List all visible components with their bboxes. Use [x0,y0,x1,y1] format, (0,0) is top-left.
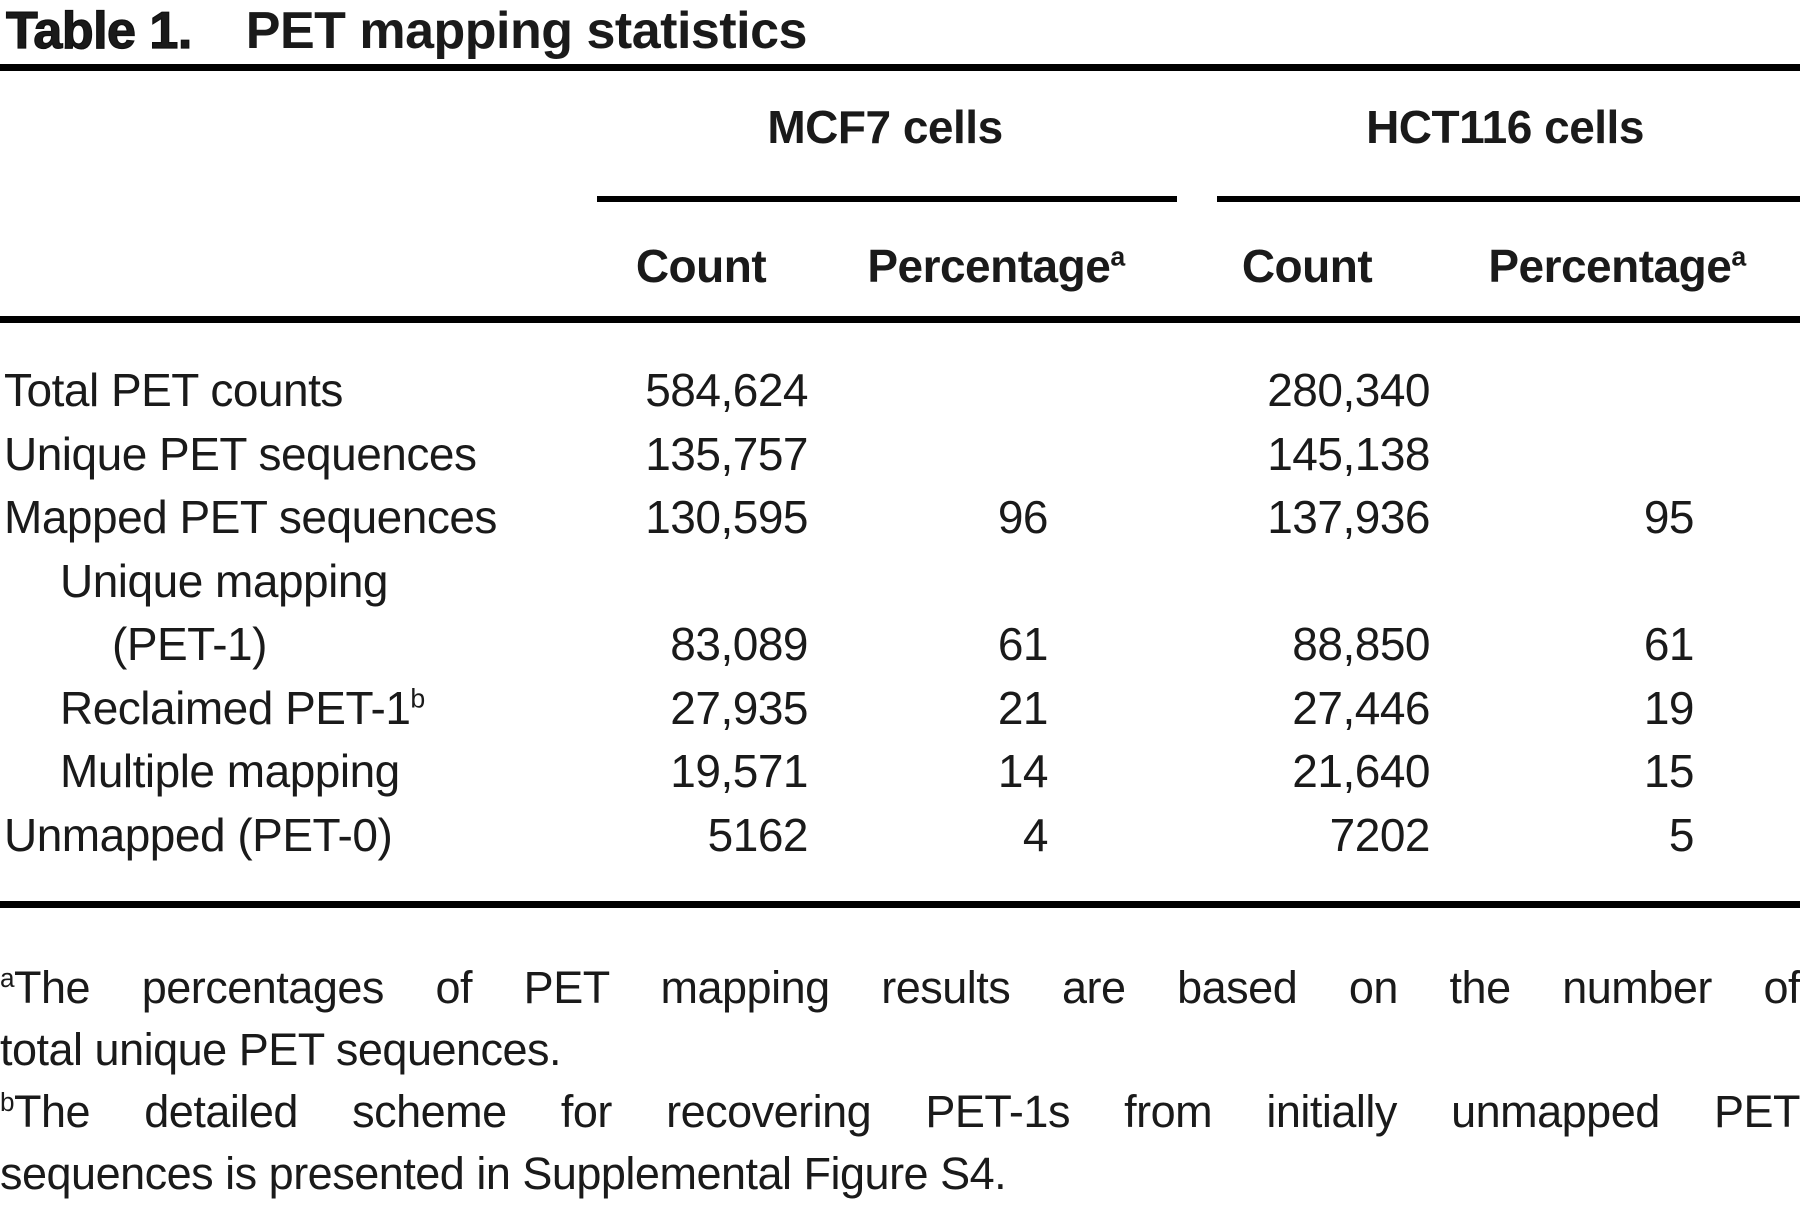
footnote-a-marker: a [0,963,15,993]
mcf7-count-cell: 19,571 [670,745,808,797]
hct116-percentage-header-sup: a [1731,241,1746,272]
mcf7-percentage-cell: 96 [997,491,1049,543]
footnote-b: bThe detailed scheme for recovering PET-… [0,1081,1800,1205]
footnote-b-line2: sequences is presented in Supplemental F… [0,1148,1007,1199]
hct116-percentage-header-text: Percentage [1488,240,1732,292]
table-row: Unique mapping [0,550,1800,614]
hct116-group-rule [1217,196,1800,202]
bottom-rule [0,901,1800,908]
table-title-text: PET mapping statistics [245,2,808,60]
footnote-a: aThe percentages of PET mapping results … [0,957,1800,1081]
hct116-percentage-cell: 95 [1643,491,1695,543]
hct116-percentage-cell [1434,550,1800,614]
footnotes: aThe percentages of PET mapping results … [0,957,1800,1205]
mcf7-count-cell: 5162 [707,808,809,861]
group-rule-spacer [0,196,590,202]
mcf7-count-cell: 27,935 [670,681,808,734]
mcf7-group-rule [597,196,1177,202]
table-number: Table 1. [5,1,193,60]
hct116-count-cell: 145,138 [1267,427,1430,480]
hct116-percentage-cell [1434,423,1800,487]
mcf7-count-cell: 130,595 [645,491,808,543]
group-header-spacer [0,101,590,153]
mcf7-percentage-cell [812,359,1180,423]
row-label: (PET-1) [112,618,267,670]
row-label: Multiple mapping [60,745,400,797]
mcf7-count-header: Count [635,240,767,292]
hct116-count-cell: 280,340 [1267,364,1430,416]
top-rule [0,64,1800,71]
column-header-spacer [0,240,590,292]
mcf7-count-cell [590,550,812,614]
group-header-hct116: HCT116 cells [1366,101,1644,153]
row-label: Total PET counts [4,364,343,416]
table-row: Mapped PET sequences 130,595 96 137,936 … [0,486,1800,550]
row-label: Reclaimed PET-1b [0,677,590,741]
mcf7-count-cell: 135,757 [645,427,808,480]
table-body: Total PET counts 584,624 280,340 Unique … [0,359,1800,867]
hct116-count-cell: 88,850 [1292,618,1430,670]
row-label: Unique mapping [60,554,389,607]
mcf7-percentage-cell: 61 [997,618,1049,670]
table-row: Total PET counts 584,624 280,340 [0,359,1800,423]
hct116-count-cell: 21,640 [1292,745,1430,797]
hct116-percentage-cell: 15 [1643,745,1695,797]
mcf7-percentage-header-text: Percentage [867,240,1111,292]
footnote-a-line1: aThe percentages of PET mapping results … [0,957,1800,1019]
hct116-percentage-cell [1434,359,1800,423]
group-header-rules [0,196,1800,202]
hct116-count-header: Count [1241,240,1373,292]
mcf7-percentage-cell: 4 [1022,808,1049,861]
footnote-b-marker: b [0,1087,15,1117]
mcf7-percentage-cell: 14 [997,745,1049,797]
mcf7-percentage-cell [812,423,1180,487]
row-label: Unique PET sequences [4,427,477,480]
mcf7-percentage-cell: 21 [997,681,1049,734]
row-label: Unmapped (PET-0) [4,808,393,861]
group-header-mcf7: MCF7 cells [767,101,1003,153]
column-group-header-row: MCF7 cells HCT116 cells [0,101,1800,153]
hct116-count-cell [1180,550,1434,614]
column-header-row: Count Percentagea Count Percentagea [0,240,1800,292]
row-label: Mapped PET sequences [4,491,497,543]
table-row: Unique PET sequences 135,757 145,138 [0,423,1800,487]
table-row: Reclaimed PET-1b 27,935 21 27,446 19 [0,677,1800,741]
mcf7-count-cell: 584,624 [645,364,808,416]
hct116-percentage-header: Percentagea [1434,240,1800,292]
row-label-text: Reclaimed PET-1 [60,681,411,734]
row-label-sup: b [410,683,425,714]
table-title: Table 1. PET mapping statistics [0,1,1800,60]
mcf7-count-cell: 83,089 [670,618,808,670]
hct116-percentage-cell: 5 [1668,808,1695,861]
hct116-count-cell: 27,446 [1292,681,1430,734]
table-row: Multiple mapping 19,571 14 21,640 15 [0,740,1800,804]
hct116-percentage-cell: 61 [1643,618,1695,670]
mcf7-percentage-header: Percentagea [812,240,1180,292]
table-row: (PET-1) 83,089 61 88,850 61 [0,613,1800,677]
footnote-b-text1: The detailed scheme for recovering PET-1… [14,1086,1800,1137]
hct116-count-cell: 7202 [1329,808,1431,861]
header-body-rule [0,316,1800,323]
hct116-percentage-cell: 19 [1643,681,1695,734]
footnote-a-line2: total unique PET sequences. [0,1024,562,1075]
mcf7-percentage-cell [812,550,1180,614]
footnote-a-text1: The percentages of PET mapping results a… [14,962,1800,1013]
footnote-b-line1: bThe detailed scheme for recovering PET-… [0,1081,1800,1143]
mcf7-percentage-header-sup: a [1110,241,1125,272]
table-row: Unmapped (PET-0) 5162 4 7202 5 [0,804,1800,868]
hct116-count-cell: 137,936 [1267,491,1430,543]
